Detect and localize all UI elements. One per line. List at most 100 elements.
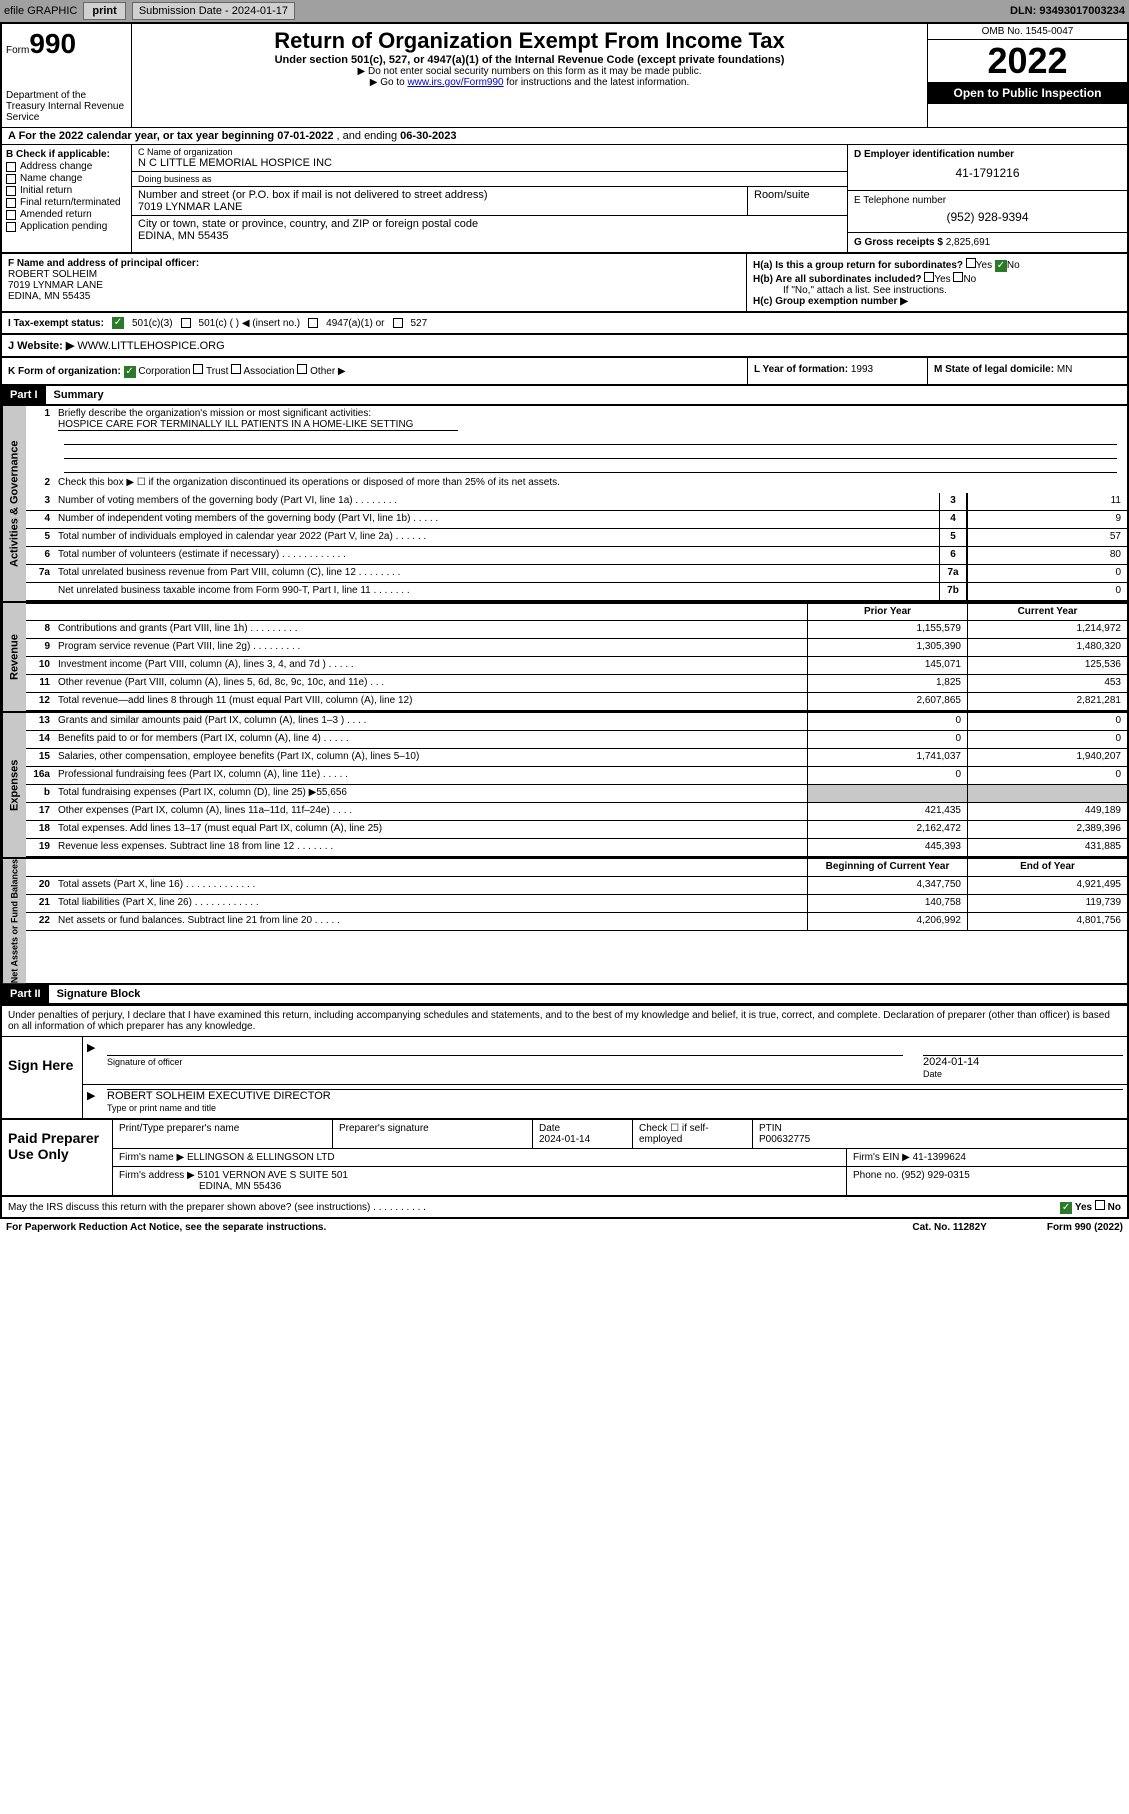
checkbox-initial[interactable] [6, 186, 16, 196]
firm-ein: 41-1399624 [913, 1152, 966, 1163]
status-501c3: 501(c)(3) [132, 318, 173, 329]
period-mid: , and ending [337, 130, 401, 142]
eoy-hdr: End of Year [967, 859, 1127, 876]
governance-section: Activities & Governance 1 Briefly descri… [0, 406, 1129, 603]
firm-name: ELLINGSON & ELLINGSON LTD [187, 1152, 335, 1163]
prior-year-hdr: Prior Year [807, 604, 967, 620]
firm-addr2: EDINA, MN 55436 [119, 1181, 281, 1192]
k-assoc-checkbox[interactable] [231, 364, 241, 374]
part1-title: Summary [46, 386, 112, 404]
line-desc: Revenue less expenses. Subtract line 18 … [54, 839, 807, 856]
form-subtitle: Under section 501(c), 527, or 4947(a)(1)… [136, 54, 923, 66]
gov-value: 0 [967, 583, 1127, 600]
prior-value [807, 785, 967, 802]
current-value: 119,739 [967, 895, 1127, 912]
firm-phone: (952) 929-0315 [901, 1170, 969, 1181]
current-value: 0 [967, 767, 1127, 784]
tax-period-row: A For the 2022 calendar year, or tax yea… [0, 128, 1129, 145]
period-label-a: A For the 2022 calendar year, or tax yea… [8, 130, 277, 142]
discuss-yes-checkbox[interactable]: ✓ [1060, 1202, 1072, 1214]
officer-name: ROBERT SOLHEIM [8, 269, 97, 280]
k-other-checkbox[interactable] [297, 364, 307, 374]
current-value: 4,921,495 [967, 877, 1127, 894]
checkbox-final[interactable] [6, 198, 16, 208]
l-value: 1993 [851, 364, 873, 375]
part2-title: Signature Block [49, 985, 149, 1003]
line-desc: Contributions and grants (Part VIII, lin… [54, 621, 807, 638]
revenue-section: Revenue Prior Year Current Year 8Contrib… [0, 603, 1129, 713]
checkbox-amended[interactable] [6, 210, 16, 220]
line-desc: Total fundraising expenses (Part IX, col… [54, 785, 807, 802]
status-501c3-checkbox[interactable]: ✓ [112, 317, 124, 329]
prior-value: 1,155,579 [807, 621, 967, 638]
print-button[interactable]: print [83, 2, 125, 20]
ha-no-checkbox[interactable]: ✓ [995, 260, 1007, 272]
prior-value: 0 [807, 767, 967, 784]
prep-date-val: 2024-01-14 [539, 1134, 590, 1145]
irs-link[interactable]: www.irs.gov/Form990 [407, 77, 503, 88]
status-527-checkbox[interactable] [393, 318, 403, 328]
submission-date: Submission Date - 2024-01-17 [132, 2, 295, 20]
status-501c-checkbox[interactable] [181, 318, 191, 328]
firm-addr-label: Firm's address ▶ [119, 1170, 195, 1181]
prior-value: 1,741,037 [807, 749, 967, 766]
opt-addr: Address change [20, 161, 92, 172]
hb-no-checkbox[interactable] [953, 272, 963, 282]
prior-value: 2,607,865 [807, 693, 967, 710]
status-4947-checkbox[interactable] [308, 318, 318, 328]
current-value: 1,480,320 [967, 639, 1127, 656]
checkbox-name-change[interactable] [6, 174, 16, 184]
ha-label: H(a) Is this a group return for subordin… [753, 260, 963, 271]
boy-hdr: Beginning of Current Year [807, 859, 967, 876]
form-note1: ▶ Do not enter social security numbers o… [136, 66, 923, 77]
hb-yes-checkbox[interactable] [924, 272, 934, 282]
k-corp: Corporation [138, 366, 190, 377]
prior-value: 1,305,390 [807, 639, 967, 656]
current-value: 0 [967, 731, 1127, 748]
dept-label: Department of the Treasury Internal Reve… [6, 90, 127, 123]
status-527: 527 [411, 318, 428, 329]
k-trust-checkbox[interactable] [193, 364, 203, 374]
line-desc: Investment income (Part VIII, column (A)… [54, 657, 807, 674]
open-public: Open to Public Inspection [928, 82, 1127, 104]
current-year-hdr: Current Year [967, 604, 1127, 620]
sign-here-label: Sign Here [2, 1037, 82, 1118]
firm-addr1: 5101 VERNON AVE S SUITE 501 [198, 1170, 348, 1181]
dba-label: Doing business as [138, 174, 841, 184]
gov-value: 0 [967, 565, 1127, 582]
omb-number: OMB No. 1545-0047 [928, 24, 1127, 40]
paperwork-note: For Paperwork Reduction Act Notice, see … [6, 1222, 326, 1233]
prep-date-label: Date [539, 1123, 560, 1134]
checkbox-pending[interactable] [6, 222, 16, 232]
gov-value: 80 [967, 547, 1127, 564]
note2-pre: ▶ Go to [370, 77, 408, 88]
dln: DLN: 93493017003234 [1010, 5, 1125, 17]
discuss-no-checkbox[interactable] [1095, 1200, 1105, 1210]
gov-desc: Number of independent voting members of … [54, 511, 939, 528]
line-desc: Total liabilities (Part X, line 26) . . … [54, 895, 807, 912]
checkbox-addr-change[interactable] [6, 162, 16, 172]
k-corp-checkbox[interactable]: ✓ [124, 366, 136, 378]
q1-label: Briefly describe the organization's miss… [58, 408, 371, 419]
gov-value: 9 [967, 511, 1127, 528]
phone-value: (952) 928-9394 [854, 206, 1121, 228]
cat-no: Cat. No. 11282Y [912, 1222, 986, 1233]
prior-value: 1,825 [807, 675, 967, 692]
line-desc: Professional fundraising fees (Part IX, … [54, 767, 807, 784]
prior-value: 445,393 [807, 839, 967, 856]
city-value: EDINA, MN 55435 [138, 230, 841, 242]
ha-yes-checkbox[interactable] [966, 258, 976, 268]
efile-header: efile GRAPHIC print Submission Date - 20… [0, 0, 1129, 22]
expenses-section: Expenses 13Grants and similar amounts pa… [0, 713, 1129, 859]
status-501c: 501(c) ( ) ◀ (insert no.) [199, 318, 301, 329]
prep-check-label: Check ☐ if self-employed [633, 1120, 753, 1148]
gov-box: 4 [939, 511, 967, 528]
line-desc: Grants and similar amounts paid (Part IX… [54, 713, 807, 730]
mission-text: HOSPICE CARE FOR TERMINALLY ILL PATIENTS… [58, 419, 458, 431]
website-row: J Website: ▶ WWW.LITTLEHOSPICE.ORG [0, 335, 1129, 358]
ha-yes: Yes [976, 260, 992, 271]
gov-desc: Number of voting members of the governin… [54, 493, 939, 510]
gov-box: 7b [939, 583, 967, 600]
side-revenue: Revenue [2, 603, 26, 711]
hb-note: If "No," attach a list. See instructions… [753, 285, 1121, 296]
